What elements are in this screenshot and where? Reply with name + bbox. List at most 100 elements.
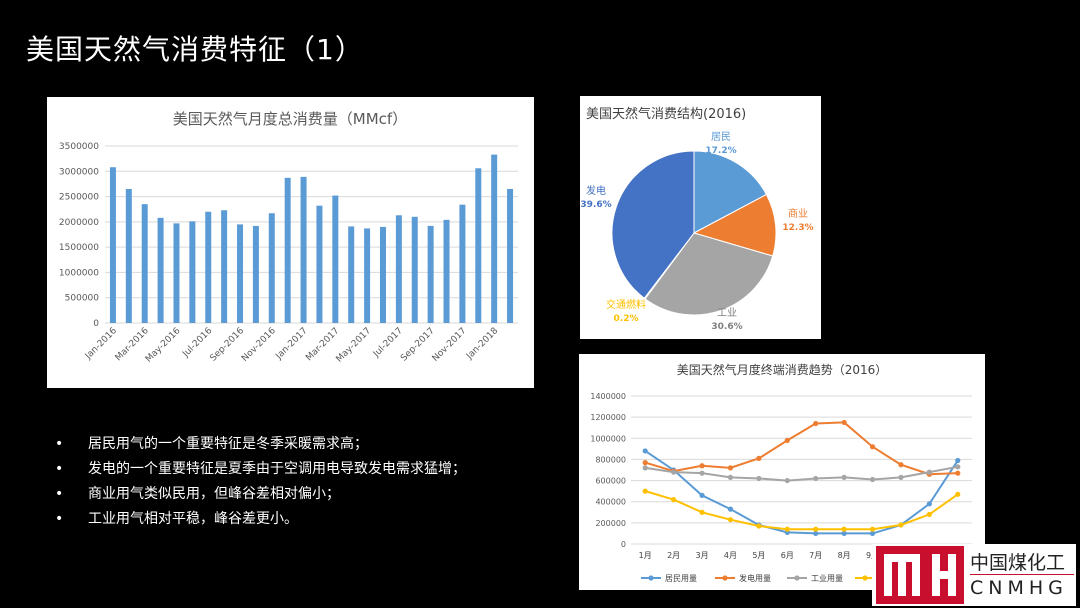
y-tick-label: 600000 <box>595 477 626 486</box>
bar <box>125 188 132 323</box>
x-tick-label: 7月 <box>809 551 822 560</box>
data-point <box>926 501 932 507</box>
y-tick-label: 2500000 <box>59 193 99 203</box>
pie-slice <box>693 150 768 234</box>
data-point <box>756 455 762 461</box>
data-point <box>699 509 705 515</box>
y-tick-label: 200000 <box>595 519 626 528</box>
pie-slice <box>644 232 774 316</box>
y-tick-label: 0 <box>93 319 99 329</box>
bar <box>491 154 498 323</box>
x-tick-label: Jan-2018 <box>464 326 500 362</box>
bullet-item: 工业用气相对平稳，峰谷差更小。 <box>55 507 466 532</box>
x-tick-label: May-2016 <box>144 326 183 365</box>
series-line <box>644 421 958 476</box>
bar <box>332 195 339 323</box>
bar <box>141 204 148 323</box>
bar <box>205 211 212 323</box>
x-tick-label: 5月 <box>752 551 765 560</box>
data-point <box>813 530 819 537</box>
data-point <box>784 526 790 532</box>
data-point <box>813 526 819 532</box>
x-tick-label: 3月 <box>695 551 708 560</box>
legend-marker <box>794 575 800 581</box>
bar <box>507 188 514 323</box>
x-tick-label: May-2017 <box>335 326 374 365</box>
data-point <box>926 469 932 475</box>
legend-marker <box>648 575 654 581</box>
data-point <box>813 475 819 482</box>
slice-name-label: 发电 <box>586 184 606 197</box>
pie-slice <box>611 150 695 299</box>
data-point <box>671 469 677 475</box>
data-point <box>898 522 904 528</box>
bar <box>411 216 418 323</box>
y-tick-label: 1000000 <box>59 268 99 278</box>
bar <box>459 204 466 323</box>
data-point <box>642 448 648 454</box>
y-tick-label: 400000 <box>595 498 626 507</box>
bar <box>475 168 482 323</box>
bar <box>173 223 180 323</box>
bar <box>237 224 244 323</box>
bar <box>443 219 450 323</box>
bar <box>189 221 196 323</box>
data-point <box>841 530 847 537</box>
bar <box>395 215 402 323</box>
bar <box>221 210 228 323</box>
data-point <box>869 526 876 532</box>
data-point <box>955 464 961 470</box>
bullet-item: 发电的一个重要特征是夏季由于空调用电导致发电需求猛增； <box>55 457 466 482</box>
y-tick-label: 3500000 <box>59 142 99 152</box>
bar <box>284 177 291 323</box>
pie-chart-svg: 美国天然气消费结构(2016) 居民 17.2% 商业 12.3% 工业 30.6% 交通燃料… <box>580 106 813 332</box>
bullet-item: 居民用气的一个重要特征是冬季采暖需求高； <box>55 432 466 457</box>
bar <box>157 217 164 323</box>
data-point <box>898 462 904 468</box>
data-point <box>671 497 677 503</box>
chart-title: 美国天然气月度总消费量（MMcf） <box>173 110 407 128</box>
x-tick-label: 8月 <box>838 551 851 560</box>
data-point <box>727 506 734 512</box>
data-point <box>869 530 876 537</box>
bar <box>379 226 386 323</box>
y-tick-label: 1400000 <box>590 392 626 401</box>
slice-percent-label: 30.6% <box>711 322 742 332</box>
bullet-list: 居民用气的一个重要特征是冬季采暖需求高； 发电的一个重要特征是夏季由于空调用电导… <box>55 432 466 532</box>
y-tick-label: 1200000 <box>590 413 626 422</box>
x-tick-label: Nov-2017 <box>431 326 469 364</box>
consumption-structure-pie-chart: 美国天然气消费结构(2016) 居民 17.2% 商业 12.3% 工业 30.6% 交通燃料… <box>580 96 821 339</box>
data-point <box>784 477 790 484</box>
slice-name-label: 工业 <box>717 307 737 319</box>
legend-label: 居民用量 <box>665 574 697 583</box>
data-point <box>699 463 705 469</box>
logo-english-name: CNMHG <box>970 577 1068 599</box>
bar <box>348 226 355 323</box>
series-line <box>645 465 958 482</box>
data-point <box>756 475 762 482</box>
slice-percent-label: 39.6% <box>580 200 611 210</box>
line-chart-svg: 美国天然气月度终端消费趋势（2016） 0 200000 400000 600000 80… <box>590 362 972 583</box>
y-tick-label: 1500000 <box>59 243 99 253</box>
y-tick-label: 800000 <box>595 455 626 464</box>
y-tick-label: 500000 <box>65 294 100 304</box>
chart-title: 美国天然气消费结构(2016) <box>586 106 746 122</box>
data-point <box>955 470 961 476</box>
data-point <box>898 474 904 480</box>
y-tick-label: 2000000 <box>59 218 99 228</box>
bar <box>364 228 371 323</box>
logo-chinese-name: 中国煤化工 <box>970 552 1066 574</box>
data-point <box>955 457 961 464</box>
x-tick-label: 1月 <box>639 551 652 560</box>
bar <box>427 225 434 323</box>
slice-percent-label: 0.2% <box>614 314 639 324</box>
x-tick-label: Nov-2016 <box>240 326 278 364</box>
data-point <box>642 465 648 471</box>
company-logo: 中国煤化工 CNMHG <box>872 544 1076 606</box>
x-tick-label: 2月 <box>667 551 680 560</box>
pie-slice <box>692 193 777 257</box>
slice-name-label: 交通燃料 <box>606 298 646 311</box>
bar <box>316 205 323 323</box>
data-point <box>727 465 734 471</box>
data-point <box>813 420 819 427</box>
